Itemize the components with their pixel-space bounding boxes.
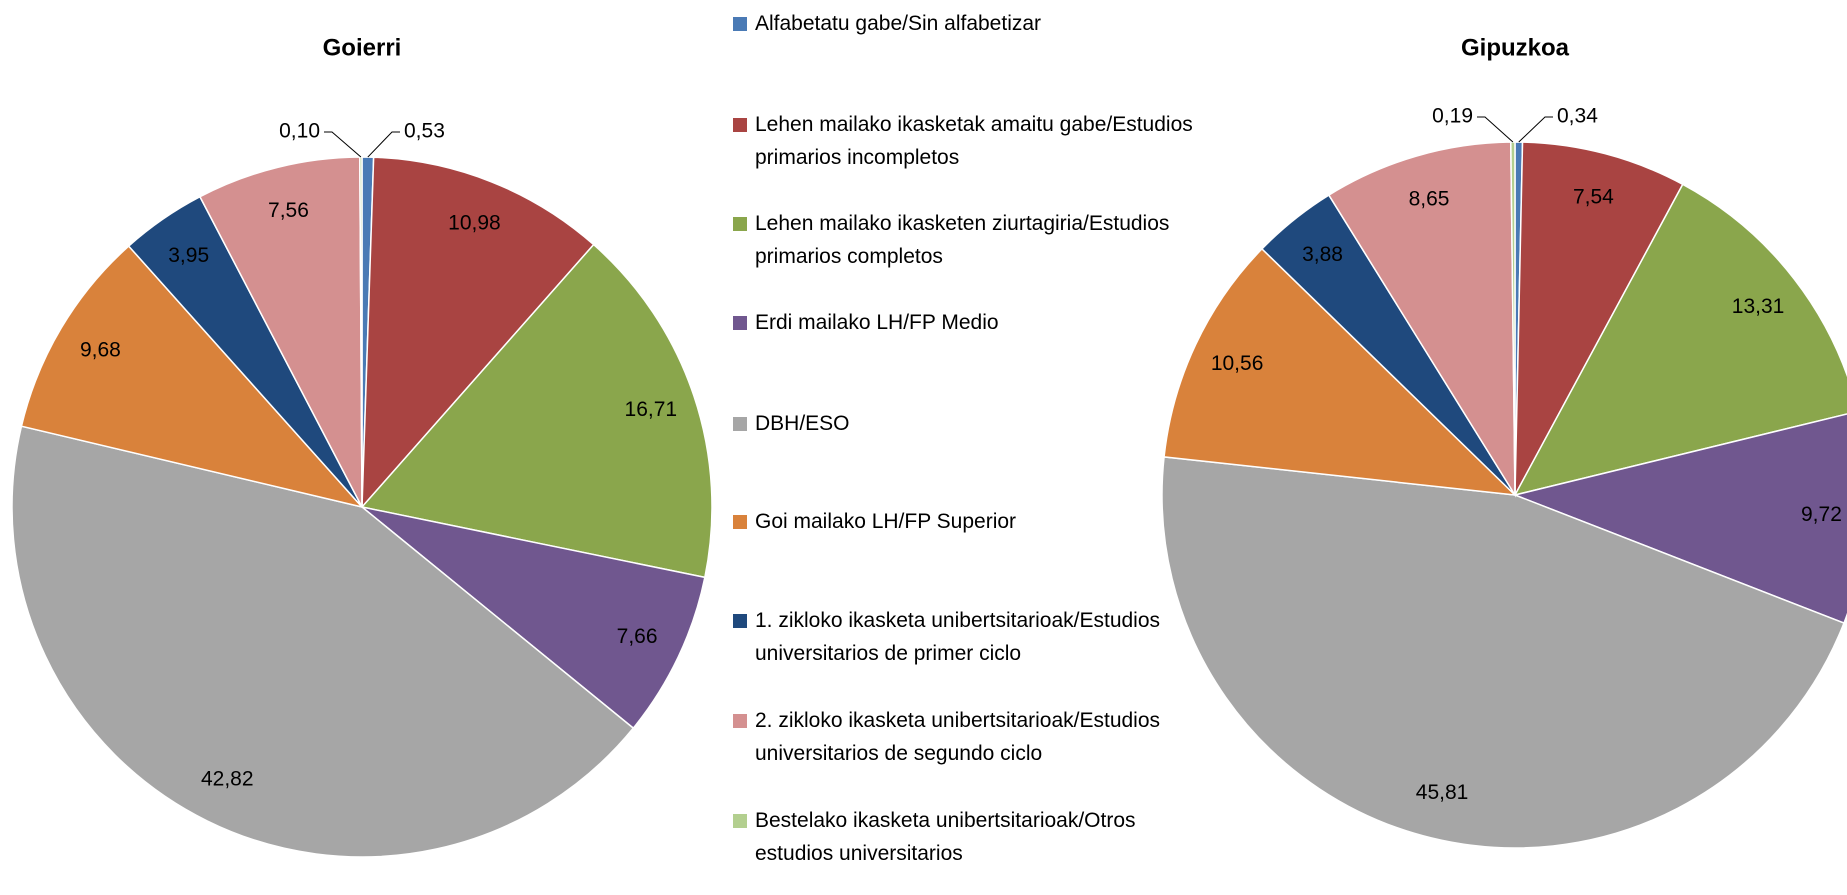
data-label: 3,88	[1302, 243, 1343, 266]
legend-swatch	[733, 614, 747, 628]
legend-item: 1. zikloko ikasketa unibertsitarioak/Est…	[733, 604, 1203, 670]
pie-slice	[1510, 141, 1516, 496]
leader-line	[367, 131, 400, 158]
data-label: 9,68	[80, 339, 121, 362]
pie-slice	[360, 243, 713, 579]
data-label: 0,19	[1432, 105, 1473, 128]
pie-slice	[359, 156, 363, 508]
legend-label: Goi mailako LH/FP Superior	[755, 510, 1017, 533]
legend-item: Erdi mailako LH/FP Medio	[733, 306, 1203, 339]
data-label: 16,71	[625, 398, 678, 421]
pie-slice	[1327, 141, 1516, 498]
pie-slice	[11, 425, 635, 858]
legend-swatch	[733, 118, 747, 132]
data-label: 9,72	[1801, 503, 1842, 526]
pie-slice	[1161, 456, 1845, 849]
pie-slice	[361, 506, 706, 730]
data-label: 10,98	[448, 212, 501, 235]
legend-swatch	[733, 714, 747, 728]
legend-item: 2. zikloko ikasketa unibertsitarioak/Est…	[733, 704, 1203, 770]
pie-slice	[361, 156, 595, 510]
legend-swatch	[733, 17, 747, 31]
data-label: 7,54	[1573, 186, 1614, 209]
pie-slice	[1163, 247, 1518, 496]
legend-item: Bestelako ikasketa unibertsitarioak/Otro…	[733, 804, 1203, 870]
legend-label: Lehen mailako ikasketen ziurtagiria/Estu…	[755, 212, 1170, 268]
legend-swatch	[733, 417, 747, 431]
data-label: 45,81	[1416, 781, 1469, 804]
leader-line	[324, 131, 362, 158]
legend-label: Alfabetatu gabe/Sin alfabetizar	[755, 12, 1042, 35]
legend-label: Lehen mailako ikasketak amaitu gabe/Estu…	[755, 113, 1193, 169]
pie-slice	[1514, 141, 1684, 496]
pie-slice	[20, 245, 365, 509]
data-label: 42,82	[201, 768, 254, 791]
data-label: 0,10	[279, 120, 320, 143]
data-label: 13,31	[1732, 295, 1785, 318]
chart-title: Goierri	[323, 34, 402, 61]
pie-slice	[198, 156, 363, 508]
legend-swatch	[733, 217, 747, 231]
legend-item: Goi mailako LH/FP Superior	[733, 505, 1203, 538]
data-label: 0,34	[1557, 105, 1598, 128]
legend-swatch	[733, 814, 747, 828]
data-label: 7,56	[268, 199, 309, 222]
data-label: 3,95	[168, 244, 209, 267]
legend-label: 2. zikloko ikasketa unibertsitarioak/Est…	[755, 709, 1161, 765]
pie-slice	[1513, 183, 1847, 497]
data-label: 0,53	[404, 120, 445, 143]
legend-label: DBH/ESO	[755, 412, 850, 435]
chart-title: Gipuzkoa	[1461, 34, 1570, 61]
data-label: 10,56	[1211, 352, 1264, 375]
pie-slice	[1512, 413, 1847, 625]
legend-swatch	[733, 316, 747, 330]
legend-label: Erdi mailako LH/FP Medio	[755, 311, 999, 334]
legend-swatch	[733, 515, 747, 529]
legend-item: Alfabetatu gabe/Sin alfabetizar	[733, 7, 1203, 40]
data-label: 8,65	[1409, 188, 1450, 211]
legend-item: Lehen mailako ikasketak amaitu gabe/Estu…	[733, 108, 1203, 174]
leader-line	[1477, 116, 1514, 143]
legend-label: Bestelako ikasketa unibertsitarioak/Otro…	[755, 809, 1136, 865]
legend-item: DBH/ESO	[733, 407, 1203, 440]
data-label: 7,66	[617, 625, 658, 648]
legend-label: 1. zikloko ikasketa unibertsitarioak/Est…	[755, 609, 1161, 665]
leader-line	[1518, 116, 1553, 143]
legend-item: Lehen mailako ikasketen ziurtagiria/Estu…	[733, 207, 1203, 273]
